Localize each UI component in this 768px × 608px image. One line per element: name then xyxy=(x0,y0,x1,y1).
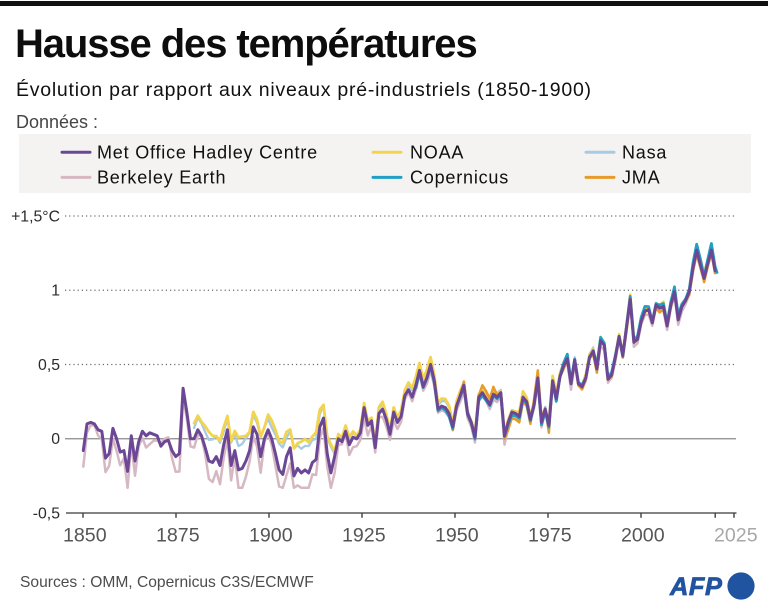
svg-text:0,5: 0,5 xyxy=(38,357,60,374)
svg-text:Nasa: Nasa xyxy=(622,143,667,163)
svg-text:JMA: JMA xyxy=(622,168,660,188)
svg-text:1925: 1925 xyxy=(342,525,386,547)
svg-text:Copernicus: Copernicus xyxy=(410,168,509,188)
svg-text:1850: 1850 xyxy=(63,525,107,547)
svg-text:1975: 1975 xyxy=(528,525,572,547)
svg-text:2000: 2000 xyxy=(621,525,665,547)
svg-text:NOAA: NOAA xyxy=(410,143,464,163)
svg-text:0: 0 xyxy=(51,431,60,448)
svg-text:1950: 1950 xyxy=(435,525,479,547)
svg-text:Met Office Hadley Centre: Met Office Hadley Centre xyxy=(97,143,318,163)
svg-text:1875: 1875 xyxy=(156,525,200,547)
svg-text:Berkeley Earth: Berkeley Earth xyxy=(97,168,226,188)
svg-text:2025: 2025 xyxy=(714,525,758,547)
svg-text:1: 1 xyxy=(51,283,60,300)
svg-text:1900: 1900 xyxy=(249,525,293,547)
svg-text:-0,5: -0,5 xyxy=(33,505,60,522)
svg-text:+1,5°C: +1,5°C xyxy=(11,208,60,225)
